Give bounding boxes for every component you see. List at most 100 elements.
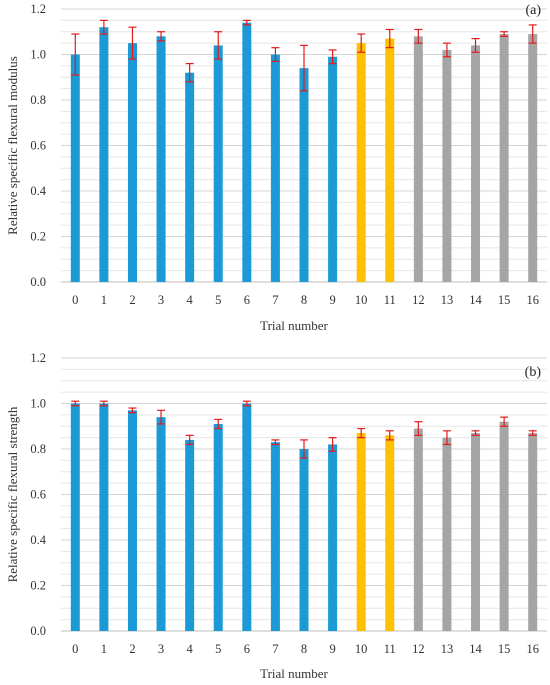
- x-tick-label: 5: [215, 293, 221, 307]
- bar-trial-5: [213, 423, 223, 631]
- x-tick-label: 10: [355, 293, 368, 307]
- error-bar: [157, 409, 166, 425]
- bar-trial-0: [70, 403, 80, 631]
- y-tick-label: 0.4: [30, 184, 46, 198]
- error-bar: [214, 31, 223, 60]
- x-tick-label: 7: [272, 293, 278, 307]
- x-tick-label: 2: [129, 293, 135, 307]
- bar-trial-3: [156, 417, 166, 631]
- error-bar: [414, 28, 423, 44]
- error-bar: [500, 31, 509, 37]
- y-tick-label: 1.0: [30, 48, 46, 62]
- x-tick-label: 16: [526, 293, 539, 307]
- error-bar: [328, 49, 337, 65]
- x-tick-label: 4: [187, 293, 194, 307]
- x-tick-label: 1: [101, 642, 107, 656]
- error-bar: [528, 430, 537, 436]
- x-tick-label: 0: [72, 293, 78, 307]
- x-tick-label: 15: [498, 642, 511, 656]
- bar-trial-13: [442, 437, 452, 631]
- x-tick-label: 1: [101, 293, 107, 307]
- x-tick-label: 13: [441, 642, 454, 656]
- bar-trial-15: [499, 421, 509, 631]
- bar-trial-12: [413, 36, 423, 282]
- x-tick-label: 4: [187, 642, 194, 656]
- error-bar: [414, 421, 423, 436]
- y-tick-label: 1.2: [30, 351, 46, 365]
- error-bar: [185, 62, 194, 83]
- error-bar: [157, 31, 166, 42]
- error-bar: [500, 416, 509, 427]
- x-tick-label: 11: [384, 642, 396, 656]
- bar-trial-14: [471, 45, 481, 283]
- x-axis-title: Trial number: [260, 666, 328, 681]
- bar-trial-10: [356, 43, 366, 282]
- bar-trial-8: [299, 449, 309, 631]
- y-tick-label: 0.6: [30, 488, 46, 502]
- error-bar: [328, 437, 337, 452]
- x-tick-label: 6: [244, 293, 250, 307]
- x-tick-label: 16: [526, 642, 539, 656]
- y-tick-label: 0.2: [30, 579, 46, 593]
- bar-trial-16: [528, 433, 538, 631]
- error-bar: [128, 407, 137, 414]
- error-bar: [385, 430, 394, 441]
- bar-trial-4: [185, 72, 195, 282]
- x-tick-label: 13: [441, 293, 454, 307]
- error-bar: [271, 439, 280, 446]
- x-tick-label: 2: [129, 642, 135, 656]
- x-tick-label: 3: [158, 293, 164, 307]
- error-bar: [99, 400, 108, 407]
- error-bar: [528, 24, 537, 44]
- x-tick-label: 9: [329, 642, 335, 656]
- x-tick-label: 14: [469, 642, 482, 656]
- x-tick-label: 15: [498, 293, 511, 307]
- bar-trial-11: [385, 38, 395, 283]
- bar-trial-9: [328, 444, 338, 631]
- error-bar: [300, 439, 308, 459]
- error-bar: [385, 28, 394, 49]
- error-bar: [214, 418, 223, 430]
- bar-trial-6: [242, 22, 252, 283]
- error-bar: [471, 430, 480, 436]
- error-bar: [71, 33, 80, 76]
- bar-trial-4: [185, 439, 195, 631]
- error-bar: [185, 434, 194, 446]
- bar-trial-5: [213, 45, 223, 283]
- x-tick-label: 6: [244, 642, 250, 656]
- bar-trial-7: [270, 54, 280, 282]
- bar-trial-13: [442, 49, 452, 283]
- bar-trial-15: [499, 34, 509, 283]
- y-tick-label: 1.2: [30, 2, 46, 16]
- panel-label: (a): [525, 3, 541, 18]
- x-tick-label: 0: [72, 642, 78, 656]
- bar-trial-1: [99, 403, 109, 631]
- chart-panel-b: 0.00.20.40.60.81.01.20 1 2 3 4 5 6 7 8 9 10 11 12 13 1…: [5, 351, 547, 681]
- y-tick-label: 0.4: [30, 533, 46, 547]
- y-tick-label: 0.0: [30, 624, 46, 638]
- x-tick-label: 3: [158, 642, 164, 656]
- error-bar: [99, 19, 108, 35]
- error-bar: [271, 47, 280, 62]
- chart-panel-a: 0.00.20.40.60.81.01.20 1 2 3 4 5 6 7 8 9 10 11 12 13 1…: [5, 2, 547, 333]
- error-bar: [71, 400, 80, 407]
- error-bar: [442, 42, 451, 58]
- bar-trial-0: [70, 54, 80, 282]
- bar-trial-1: [99, 27, 109, 283]
- y-tick-label: 1.0: [30, 397, 46, 411]
- y-tick-label: 0.8: [30, 442, 46, 456]
- bar-trial-8: [299, 68, 309, 283]
- x-tick-label: 12: [412, 293, 425, 307]
- error-bar: [128, 26, 137, 60]
- y-axis-title: Relative specific flexural modulus: [5, 56, 20, 235]
- bar-trial-14: [471, 433, 481, 631]
- error-bar: [357, 427, 366, 439]
- x-tick-label: 10: [355, 642, 368, 656]
- error-bar: [471, 37, 480, 53]
- bar-trial-7: [270, 442, 280, 631]
- bar-trial-9: [328, 56, 338, 283]
- error-bar: [442, 430, 451, 446]
- x-tick-label: 5: [215, 642, 221, 656]
- x-tick-label: 8: [301, 293, 307, 307]
